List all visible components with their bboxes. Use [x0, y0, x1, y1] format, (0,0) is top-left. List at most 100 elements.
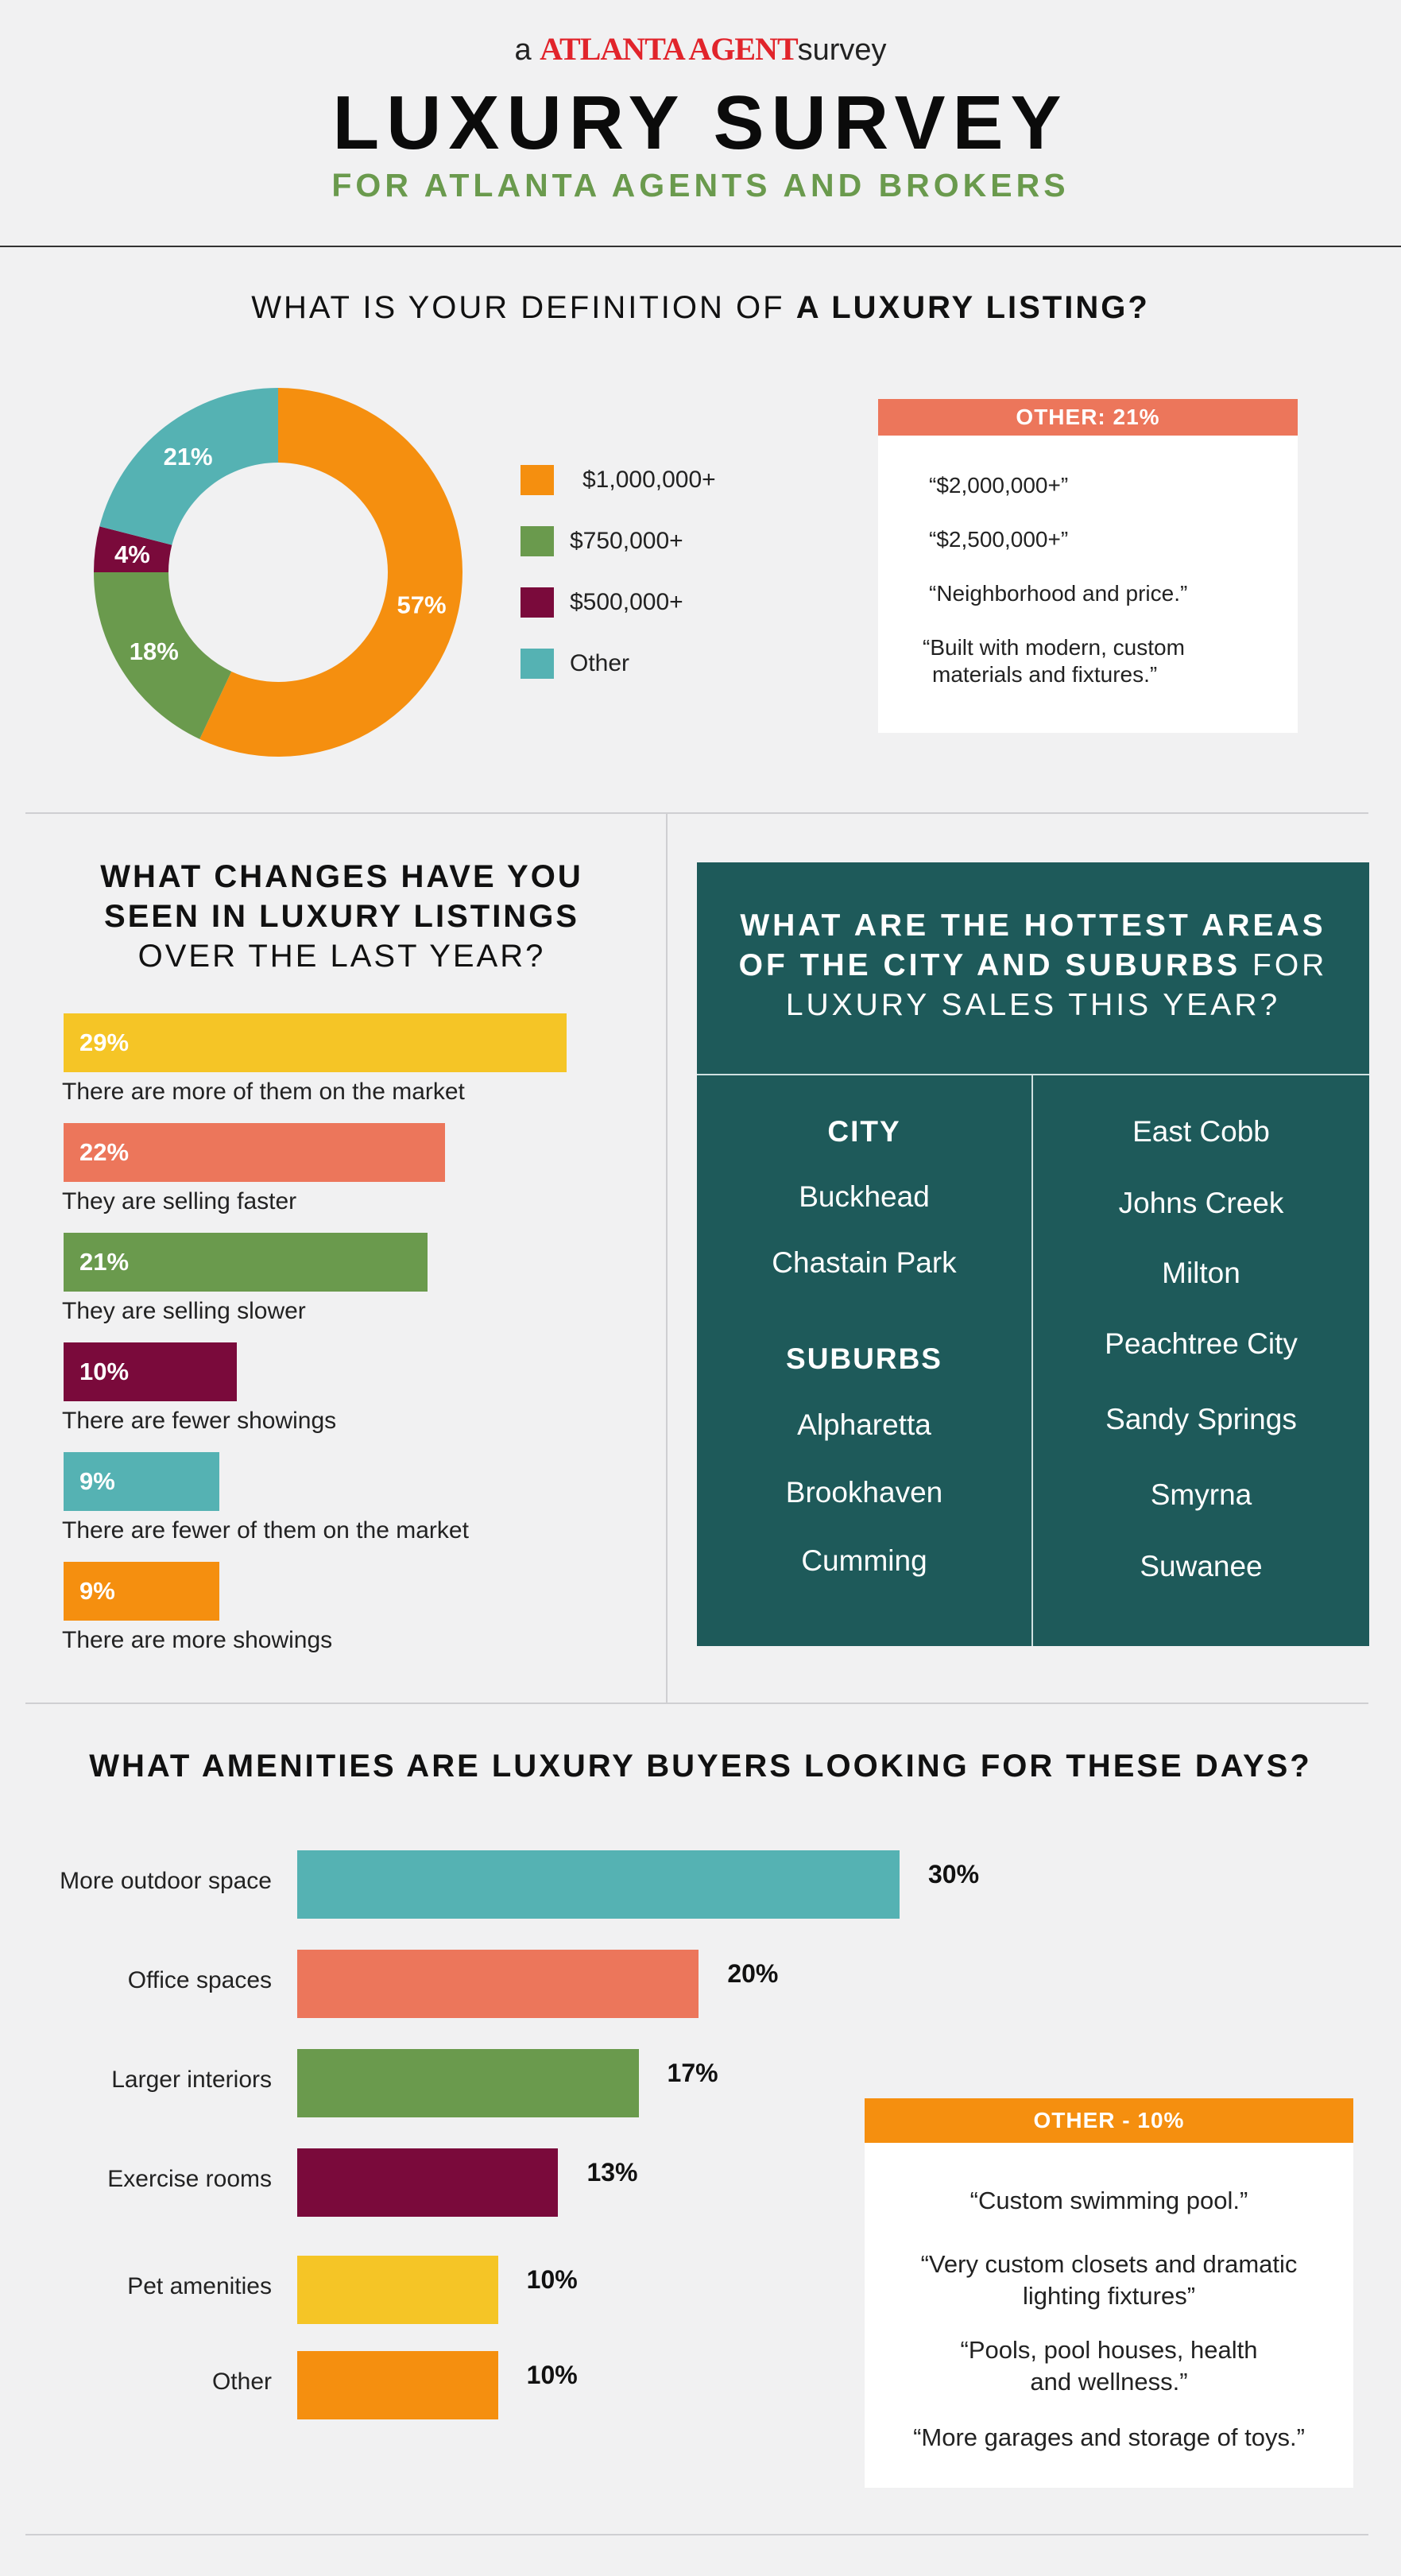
amenity-bar [297, 1850, 900, 1919]
section-divider [25, 812, 1368, 814]
legend-label: $1,000,000+ [582, 467, 716, 493]
changes-bar-label: They are selling slower [62, 1298, 306, 1324]
question-line: OVER THE LAST YEAR? [137, 939, 546, 974]
page-title: LUXURY SURVEY [332, 80, 1069, 165]
section-divider [25, 1702, 1368, 1704]
quote-item: lighting fixtures” [1022, 2282, 1196, 2310]
changes-bar-chart: 29% There are more of them on the market 2… [62, 1013, 650, 1665]
brand-suffix: survey [797, 33, 887, 67]
legend-swatch [521, 649, 554, 679]
area-item: Alpharetta [797, 1408, 931, 1441]
question-line: WHAT ARE THE HOTTEST AREAS [740, 908, 1326, 943]
page-subtitle: FOR ATLANTA AGENTS AND BROKERS [331, 167, 1070, 203]
amenity-label: Pet amenities [127, 2273, 272, 2299]
amenity-value: 17% [667, 2059, 718, 2087]
question-line: LUXURY SALES THIS YEAR? [785, 988, 1281, 1022]
area-item: Buckhead [799, 1180, 930, 1213]
quote-item: “$2,000,000+” [929, 473, 1069, 498]
amenity-value: 13% [586, 2158, 638, 2187]
panel-divider [697, 1074, 1369, 1075]
donut-slice-2 [94, 572, 232, 739]
area-item: Sandy Springs [1105, 1403, 1297, 1435]
legend-label: $500,000+ [570, 589, 683, 615]
area-item: Peachtree City [1105, 1327, 1298, 1360]
donut-slice-label: 18% [130, 637, 179, 665]
column-divider [666, 812, 668, 1702]
quote-item: “Pools, pool houses, health [960, 2336, 1258, 2364]
changes-bar-label: There are more showings [62, 1627, 333, 1653]
amenity-label: Larger interiors [111, 2067, 272, 2093]
amenity-label: Other [211, 2369, 272, 2395]
changes-bar: 10% [64, 1342, 238, 1401]
amenity-label: Office spaces [127, 1967, 272, 1993]
donut-slice-label: 4% [114, 540, 150, 568]
city-heading: CITY [827, 1115, 901, 1148]
area-item: Chastain Park [772, 1246, 957, 1279]
area-item: East Cobb [1132, 1115, 1270, 1148]
area-item: Brookhaven [785, 1476, 943, 1509]
header-divider [0, 246, 1401, 247]
changes-bar: 29% [64, 1013, 567, 1072]
footer-divider [25, 2534, 1368, 2535]
quote-item: materials and fixtures.” [932, 662, 1158, 687]
brand-line: a ATLANTA AGENTsurvey [0, 30, 1401, 68]
question-line: OF THE CITY AND SUBURBS [738, 948, 1241, 982]
legend-swatch [521, 587, 554, 618]
quote-item: “Custom swimming pool.” [969, 2187, 1248, 2214]
quote-item: “More garages and storage of toys.” [913, 2423, 1305, 2451]
question-line: WHAT CHANGES HAVE YOU [100, 859, 583, 894]
amenities-question: WHAT AMENITIES ARE LUXURY BUYERS LOOKING… [0, 1749, 1401, 1784]
area-item: Smyrna [1150, 1478, 1252, 1511]
area-item: Cumming [801, 1544, 927, 1577]
amenity-label: Exercise rooms [107, 2166, 272, 2192]
brand-prefix: a [514, 33, 532, 67]
brand-logo: ATLANTA AGENT [540, 31, 798, 67]
question-text: WHAT IS YOUR DEFINITION OF [251, 290, 785, 325]
amenity-label: More outdoor space [60, 1868, 272, 1894]
donut-slice-4 [99, 388, 279, 545]
changes-bar: 9% [64, 1452, 220, 1511]
donut-slice-1 [199, 388, 462, 757]
changes-bar-label: There are fewer of them on the market [62, 1517, 469, 1544]
legend-swatch [521, 526, 554, 556]
quote-item: “Built with modern, custom [923, 635, 1185, 660]
changes-bar-label: There are fewer showings [62, 1408, 337, 1434]
amenity-bar [297, 2256, 498, 2324]
amenity-value: 20% [727, 1959, 779, 1988]
amenity-bar [297, 1950, 699, 2018]
amenities-bar-chart: More outdoor space 30% Office spaces 20% Lar… [0, 1844, 979, 2432]
amenity-bar [297, 2049, 639, 2117]
hottest-areas-panel: WHAT ARE THE HOTTEST AREAS OF THE CITY A… [697, 862, 1369, 1646]
changes-question: WHAT CHANGES HAVE YOU SEEN IN LUXURY LIS… [32, 857, 652, 976]
quote-item: “$2,500,000+” [929, 527, 1069, 552]
legend-label: $750,000+ [570, 528, 683, 554]
question-bold-text: WHAT AMENITIES ARE LUXURY BUYERS LOOKING… [89, 1749, 1312, 1784]
quote-item: and wellness.” [1030, 2368, 1188, 2396]
area-item: Suwanee [1140, 1550, 1263, 1582]
question-line: FOR [1252, 948, 1328, 982]
changes-bar-label: There are more of them on the market [62, 1079, 465, 1105]
changes-bar-label: They are selling faster [62, 1188, 297, 1214]
other-definition-box: OTHER: 21% “$2,000,000+” “$2,500,000+” “… [878, 399, 1298, 733]
donut-slice-label: 57% [397, 591, 447, 618]
legend-swatch [521, 465, 554, 495]
donut-slice-3 [94, 526, 172, 572]
luxury-definition-question: WHAT IS YOUR DEFINITION OF A LUXURY LIST… [0, 290, 1401, 326]
other-amenities-box: OTHER - 10% “Custom swimming pool.” “Ver… [865, 2098, 1353, 2488]
other-definition-title: OTHER: 21% [878, 399, 1298, 436]
quote-item: “Very custom closets and dramatic [920, 2250, 1298, 2278]
legend-label: Other [570, 650, 630, 676]
amenity-value: 10% [526, 2265, 578, 2294]
amenity-value: 10% [526, 2361, 578, 2389]
changes-bar: 9% [64, 1562, 220, 1621]
amenity-bar [297, 2148, 559, 2217]
luxury-definition-donut: 57% 18% 4% 21% [94, 388, 462, 757]
suburbs-heading: SUBURBS [786, 1342, 942, 1375]
amenity-bar [297, 2351, 498, 2419]
changes-bar: 22% [64, 1123, 446, 1182]
question-bold-text: A LUXURY LISTING? [795, 290, 1150, 325]
changes-bar: 21% [64, 1233, 428, 1292]
hottest-areas-question: WHAT ARE THE HOTTEST AREAS OF THE CITY A… [697, 906, 1369, 1025]
panel-column-divider [1031, 1075, 1033, 1646]
area-item: Milton [1162, 1257, 1240, 1289]
